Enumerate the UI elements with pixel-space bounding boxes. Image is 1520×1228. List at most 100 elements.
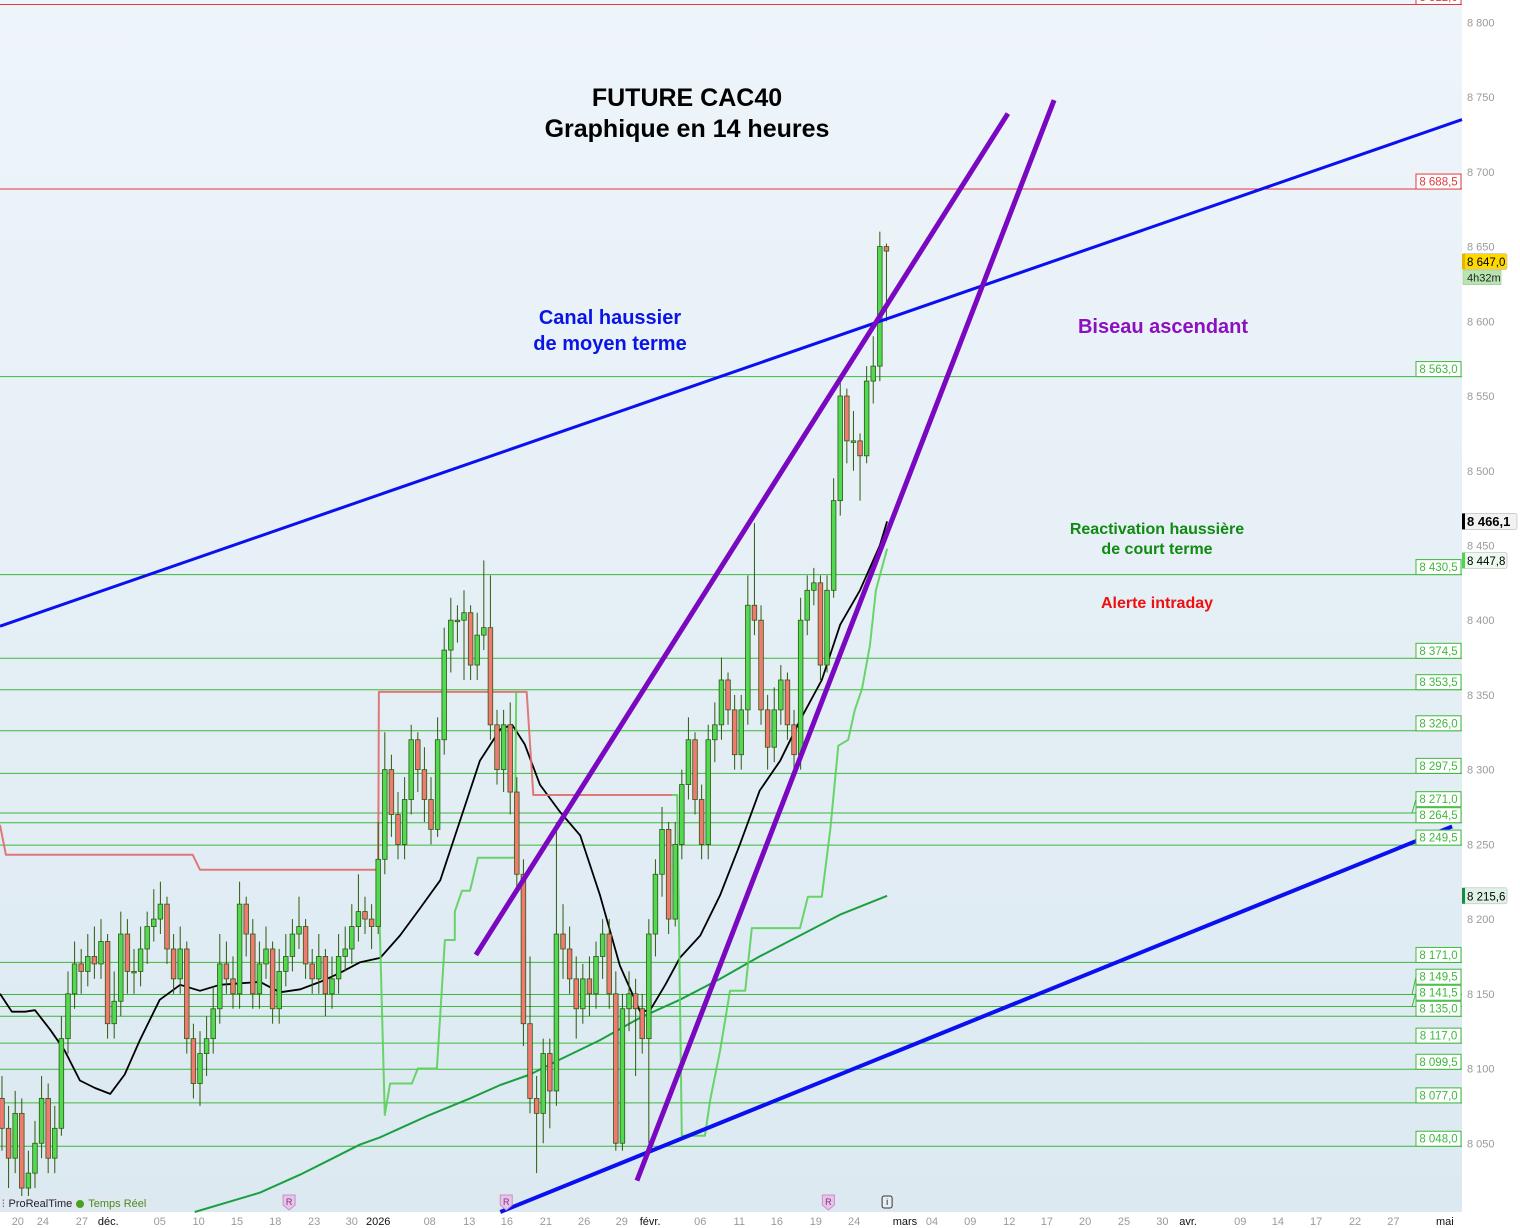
- candle-body: [850, 440, 857, 443]
- candle-body: [137, 948, 144, 972]
- candle-body: [481, 627, 487, 636]
- candle-body: [461, 612, 467, 621]
- event-marker-shape: [282, 1194, 296, 1211]
- level-label-text: 8 171,0: [1419, 950, 1457, 962]
- price-tag: 8 466,1: [1462, 513, 1518, 530]
- candle: [52, 1105, 58, 1174]
- level-label-box: [1415, 1000, 1462, 1017]
- candle: [698, 784, 705, 860]
- candle: [580, 963, 586, 1024]
- candle-body: [857, 440, 863, 457]
- x-tick-label: 16: [501, 1216, 513, 1228]
- candle-body: [738, 709, 744, 756]
- candle: [190, 1023, 197, 1099]
- x-tick-label: 09: [964, 1216, 976, 1228]
- x-tick-label: 15: [231, 1216, 243, 1228]
- candle-body: [170, 948, 177, 980]
- y-tick-label: 8 400: [1467, 615, 1495, 627]
- x-tick-label: 09: [1234, 1216, 1246, 1228]
- candle-body: [164, 903, 170, 950]
- candle-body: [395, 814, 401, 845]
- candle: [771, 687, 777, 763]
- candle: [302, 919, 309, 979]
- candle-body: [817, 582, 824, 666]
- candle: [283, 934, 289, 987]
- candle: [494, 709, 500, 785]
- x-tick-label: 22: [1349, 1216, 1361, 1228]
- candle: [144, 911, 150, 964]
- candle-body: [804, 589, 810, 621]
- candle: [428, 777, 434, 845]
- candle-body: [329, 978, 335, 995]
- candle-body: [593, 956, 599, 995]
- annotation-canal-line2: de moyen terme: [533, 333, 687, 355]
- x-tick-label: 30: [346, 1216, 358, 1228]
- candle: [137, 926, 144, 987]
- level-label-box: [1415, 829, 1462, 846]
- x-tick-label: 10: [193, 1216, 205, 1228]
- candle-body: [12, 1112, 18, 1159]
- candle: [817, 575, 824, 680]
- candle-body: [104, 941, 111, 1025]
- candle-body: [368, 918, 375, 927]
- x-tick-label: 14: [1272, 1216, 1284, 1228]
- candle: [19, 1098, 25, 1204]
- candle-body: [71, 963, 78, 995]
- candle: [157, 881, 164, 935]
- candle: [586, 956, 593, 1017]
- level-label-text: 8 264,5: [1419, 810, 1457, 822]
- y-tick-label: 8 700: [1467, 167, 1495, 179]
- candle: [652, 859, 659, 957]
- candle: [547, 1038, 553, 1129]
- x-axis-area: [0, 1212, 1520, 1228]
- candle-body: [824, 589, 830, 666]
- level-label-text: 8 117,0: [1420, 1031, 1458, 1043]
- candle-body: [494, 724, 500, 771]
- candle: [71, 941, 78, 1009]
- event-marker-label: R: [825, 1197, 832, 1207]
- candle-body: [157, 903, 164, 920]
- candle: [197, 1031, 203, 1106]
- candle-body: [659, 829, 665, 875]
- candle: [184, 941, 190, 1054]
- candle-body: [289, 933, 296, 957]
- level-label-text: 8 430,5: [1419, 562, 1457, 574]
- candle: [32, 1120, 38, 1189]
- level-label-box: [1415, 674, 1462, 691]
- level-label-text: 8 326,0: [1419, 718, 1457, 730]
- candle-body: [118, 933, 124, 1002]
- candle: [665, 821, 672, 935]
- level-label-text: 8 297,5: [1419, 761, 1457, 773]
- x-tick-label: 19: [810, 1216, 822, 1228]
- candle: [210, 986, 216, 1054]
- event-marker-shape: [499, 1194, 513, 1211]
- candle: [322, 948, 329, 1017]
- candle-body: [355, 911, 362, 927]
- candle: [236, 881, 243, 1009]
- level-label: 8 099,5: [1415, 1053, 1462, 1070]
- candle: [527, 956, 533, 1114]
- candle: [718, 657, 725, 740]
- candle-body: [665, 829, 672, 920]
- price-tag-text: 8 447,8: [1467, 556, 1505, 568]
- candle-body: [38, 1098, 45, 1144]
- candle-body: [362, 911, 368, 920]
- level-label-box: [1415, 1027, 1462, 1044]
- candle: [91, 926, 98, 979]
- candle-body: [679, 784, 685, 845]
- candle: [507, 702, 513, 815]
- y-tick-label: 8 300: [1467, 765, 1495, 777]
- candle: [639, 993, 645, 1054]
- candle: [599, 919, 606, 979]
- level-label-text: 8 271,0: [1419, 794, 1457, 806]
- candle: [342, 926, 348, 972]
- candle: [863, 366, 870, 464]
- y-tick-label: 8 800: [1467, 17, 1495, 29]
- level-label-text: 8 563,0: [1419, 364, 1457, 376]
- candle: [593, 941, 599, 1009]
- candle: [276, 948, 282, 1024]
- candle: [646, 919, 652, 1144]
- candle: [85, 934, 91, 987]
- candle: [316, 934, 322, 994]
- event-marker-label: R: [286, 1197, 293, 1207]
